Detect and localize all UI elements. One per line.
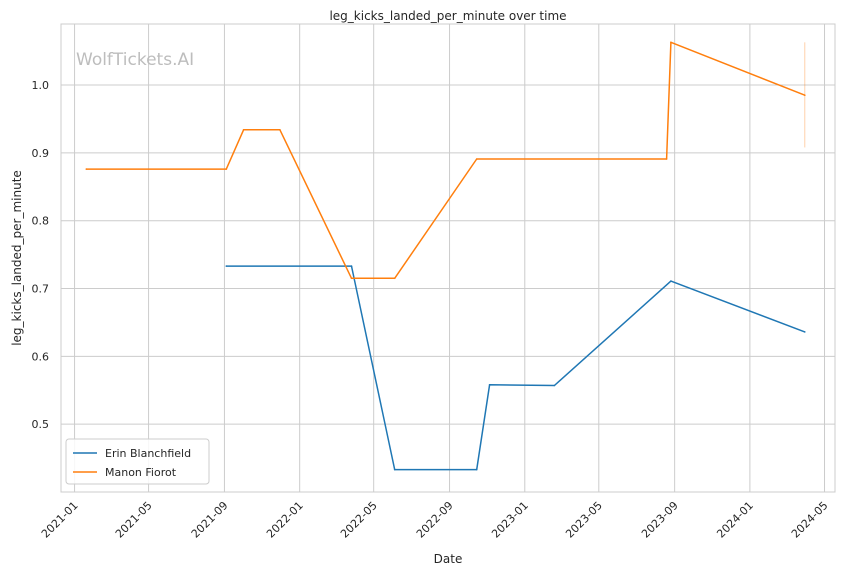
x-tick-label: 2023-01 bbox=[489, 499, 531, 541]
x-tick-label: 2022-05 bbox=[338, 499, 380, 541]
x-axis-label: Date bbox=[434, 552, 463, 566]
legend-box bbox=[65, 438, 210, 485]
series-lines bbox=[85, 41, 806, 471]
legend-label-manon-fiorot: Manon Fiorot bbox=[105, 466, 177, 479]
data-point bbox=[393, 277, 396, 280]
watermark: WolfTickets.AI bbox=[76, 50, 194, 70]
data-point bbox=[553, 384, 556, 387]
data-point bbox=[665, 158, 668, 160]
plot-area bbox=[61, 24, 835, 492]
legend: Erin Blanchfield Manon Fiorot bbox=[65, 438, 210, 485]
y-axis-ticks: 0.5 0.6 0.7 0.8 0.9 1.0 bbox=[32, 79, 50, 431]
data-point bbox=[350, 265, 353, 267]
data-point bbox=[225, 265, 228, 267]
series-line-erin-blanchfield bbox=[226, 265, 806, 471]
data-point bbox=[804, 331, 806, 333]
data-point bbox=[488, 384, 491, 386]
x-tick-label: 2021-01 bbox=[39, 499, 81, 541]
chart-title: leg_kicks_landed_per_minute over time bbox=[329, 9, 566, 23]
y-tick-label: 0.5 bbox=[32, 418, 50, 431]
x-tick-label: 2024-05 bbox=[789, 499, 831, 541]
data-point bbox=[279, 129, 281, 131]
y-tick-label: 0.8 bbox=[32, 215, 50, 228]
grid bbox=[61, 24, 835, 492]
data-point bbox=[225, 168, 228, 170]
data-point bbox=[350, 277, 353, 280]
x-tick-label: 2023-09 bbox=[639, 499, 681, 541]
y-tick-label: 0.7 bbox=[32, 283, 50, 296]
series-line-manon-fiorot bbox=[86, 41, 806, 280]
data-point bbox=[804, 94, 806, 96]
plot-frame bbox=[60, 23, 836, 493]
data-point bbox=[670, 280, 672, 282]
x-axis-ticks: 2021-01 2021-05 2021-09 2022-01 2022-05 2022-… bbox=[39, 499, 831, 541]
y-tick-label: 0.6 bbox=[32, 350, 50, 363]
data-point bbox=[670, 41, 672, 44]
y-tick-label: 0.9 bbox=[32, 147, 50, 160]
data-point bbox=[475, 468, 478, 471]
data-point bbox=[393, 468, 396, 471]
legend-label-erin-blanchfield: Erin Blanchfield bbox=[105, 447, 191, 460]
y-tick-label: 1.0 bbox=[32, 79, 50, 92]
x-tick-label: 2022-09 bbox=[414, 499, 456, 541]
x-tick-label: 2023-05 bbox=[563, 499, 605, 541]
x-tick-label: 2024-01 bbox=[714, 499, 756, 541]
data-point bbox=[85, 168, 88, 170]
x-tick-label: 2021-05 bbox=[113, 499, 155, 541]
data-point bbox=[475, 158, 478, 160]
y-axis-label: leg_kicks_landed_per_minute bbox=[10, 170, 24, 346]
x-tick-label: 2021-09 bbox=[189, 499, 231, 541]
x-tick-label: 2022-01 bbox=[264, 499, 306, 541]
data-point bbox=[242, 129, 245, 131]
